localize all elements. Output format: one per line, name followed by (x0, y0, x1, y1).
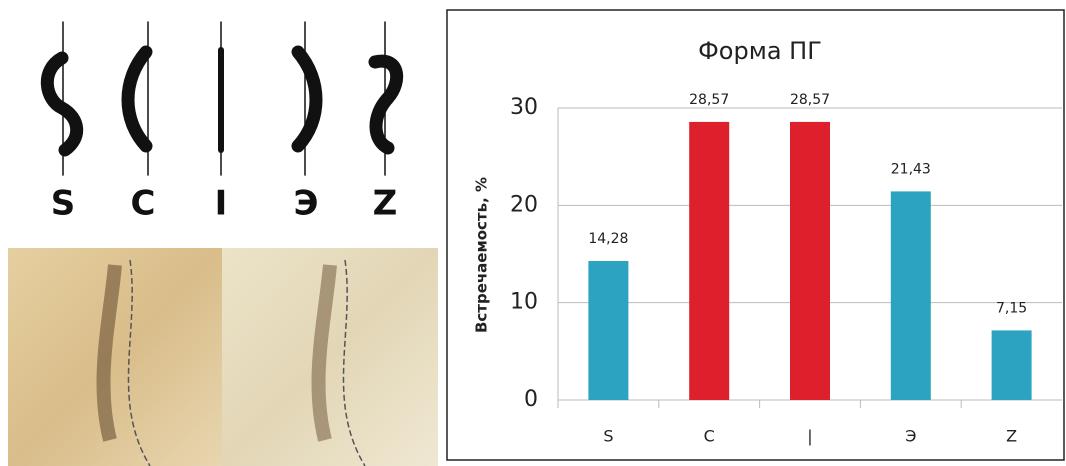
x-tick-label: Э (905, 427, 916, 446)
y-axis-label: Встречаемость, % (473, 177, 491, 333)
x-tick-label: S (603, 427, 613, 446)
x-tick-label: Z (1006, 427, 1017, 446)
value-label: 7,15 (996, 300, 1027, 316)
y-tick-label: 30 (510, 95, 538, 120)
value-label: 28,57 (689, 92, 729, 108)
photos (8, 248, 438, 466)
shape-label: I (215, 184, 228, 224)
x-tick-label: | (807, 427, 812, 446)
bar (891, 191, 931, 400)
chart-frame (447, 10, 1064, 460)
y-tick-label: 0 (524, 387, 538, 412)
value-label: 14,28 (588, 231, 628, 247)
value-label: 21,43 (891, 161, 931, 177)
shape-label: Z (373, 184, 398, 224)
x-tick-label: C (704, 427, 715, 446)
shape-label: Э (294, 184, 319, 224)
y-tick-label: 10 (510, 290, 538, 315)
bar (992, 330, 1032, 400)
y-tick-label: 20 (510, 192, 538, 217)
shape-label: S (51, 184, 76, 224)
figure: S C I Э Z Форма ПГ Встречаемость, % 0 10 2… (0, 0, 1066, 466)
bar (588, 261, 628, 400)
bar (790, 122, 830, 400)
shape-label: C (131, 184, 156, 224)
chart-title: Форма ПГ (698, 37, 822, 65)
value-label: 28,57 (790, 92, 830, 108)
page: {"illustration": {"labels": ["S", "C", "… (0, 0, 1066, 466)
bar (689, 122, 729, 400)
shape-illustrations (47, 22, 396, 175)
